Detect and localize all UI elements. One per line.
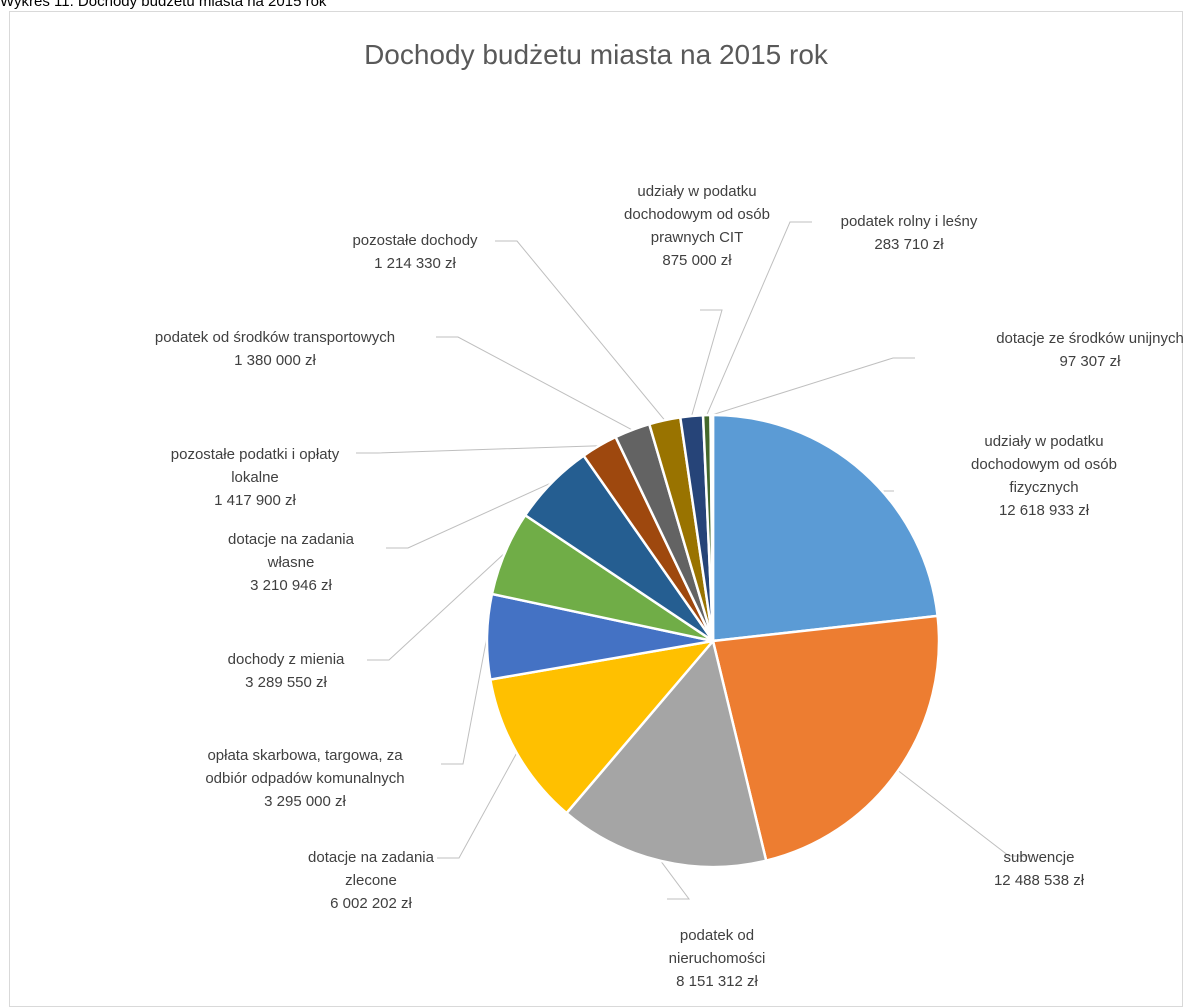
data-label-category-line: dotacje na zadania	[228, 531, 354, 548]
data-label-category-line: pozostałe dochody	[352, 232, 478, 249]
leader-line-pozostale-dochody	[495, 240, 666, 421]
data-label-category-line: subwencje	[1003, 849, 1075, 866]
data-label-category-line: dotacje ze środków unijnych	[996, 330, 1184, 347]
leader-line-oplata-skarbowa-targowa-za-odbior-odpadow-komunalnych	[441, 636, 488, 765]
data-label-udzialy-w-podatku-dochodowym-od-osob-fizycznych: udziały w podatku dochodowym od osób fizyc…	[971, 430, 1117, 522]
data-label-dochody-z-mienia: dochody z mienia 3 289 550 zł	[228, 648, 345, 694]
leader-line-subwencje	[897, 770, 1031, 857]
data-label-pozostale-dochody: pozostałe dochody 1 214 330 zł	[352, 229, 477, 275]
data-label-category-line: udziały w podatku	[637, 183, 757, 200]
pie-slice-udzialy-w-podatku-dochodowym-od-osob-fizycznych	[711, 413, 939, 643]
leader-line-dotacje-na-zadania-zlecone	[437, 752, 518, 859]
data-label-category-line: dochodowym od osób	[971, 456, 1117, 473]
data-label-value: 12 618 933 zł	[998, 502, 1090, 519]
leader-line-podatek-rolny-i-lesny	[706, 221, 812, 416]
data-label-category-line: podatek od	[679, 927, 755, 944]
leader-line-dotacje-ze-srodkow-unijnych	[711, 357, 915, 416]
data-label-value: 6 002 202 zł	[330, 895, 412, 912]
data-label-category-line: prawnych CIT	[650, 229, 744, 246]
pie-slice-subwencje	[711, 614, 941, 863]
data-label-pozostale-podatki-i-oplaty-lokalne: pozostałe podatki i opłaty lokalne 1 417 9…	[171, 443, 339, 512]
data-label-value: 283 710 zł	[874, 236, 944, 253]
data-label-dotacje-ze-srodkow-unijnych: dotacje ze środków unijnych 97 307 zł	[996, 327, 1184, 373]
data-label-category-line: fizycznych	[1009, 479, 1079, 496]
data-label-category-line: odbiór odpadów komunalnych	[205, 770, 405, 787]
leader-line-pozostale-podatki-i-oplaty-lokalne	[356, 445, 600, 454]
data-label-category-line: zlecone	[345, 872, 397, 889]
leader-line-podatek-od-srodkow-transportowych	[436, 336, 633, 431]
data-label-category-line: podatek rolny i leśny	[840, 213, 978, 230]
data-label-value: 1 380 000 zł	[234, 352, 316, 369]
leader-line-dotacje-na-zadania-wlasne	[386, 482, 552, 549]
data-label-category-line: dochody z mienia	[227, 651, 345, 668]
data-label-category-line: lokalne	[231, 469, 279, 486]
data-label-dotacje-na-zadania-wlasne: dotacje na zadania własne 3 210 946 zł	[228, 528, 354, 597]
data-label-subwencje: subwencje 12 488 538 zł	[994, 846, 1084, 892]
data-label-value: 3 210 946 zł	[250, 577, 332, 594]
data-label-podatek-od-nieruchomosci: podatek od nieruchomości 8 151 312 zł	[669, 924, 766, 993]
data-label-category-line: nieruchomości	[668, 950, 766, 967]
data-label-udzialy-w-podatku-dochodowym-od-osob-prawnych-cit: udziały w podatku dochodowym od osób prawn…	[624, 180, 770, 272]
data-label-dotacje-na-zadania-zlecone: dotacje na zadania zlecone 6 002 202 zł	[308, 846, 434, 915]
data-label-category-line: opłata skarbowa, targowa, za	[207, 747, 403, 764]
figure-caption: Wykres 11. Dochody budżetu miasta na 201…	[0, 0, 327, 10]
data-label-category-line: dochodowym od osób	[624, 206, 770, 223]
data-label-podatek-rolny-i-lesny: podatek rolny i leśny 283 710 zł	[841, 210, 978, 256]
chart-title: Dochody budżetu miasta na 2015 rok	[364, 39, 828, 70]
pie-slice-dotacje-na-zadania-zlecone	[488, 639, 717, 815]
data-label-value: 8 151 312 zł	[676, 973, 758, 990]
data-label-value: 12 488 538 zł	[993, 872, 1085, 889]
leader-line-dochody-z-mienia	[367, 552, 506, 661]
data-label-value: 875 000 zł	[662, 252, 732, 269]
pie-slice-dotacje-ze-srodkow-unijnych	[709, 413, 715, 642]
data-label-value: 97 307 zł	[1059, 353, 1121, 370]
data-label-value: 3 295 000 zł	[264, 793, 346, 810]
data-label-oplata-skarbowa-targowa-za-odbior-odpadow-komunalnych: opłata skarbowa, targowa, za odbiór odpad…	[205, 744, 404, 813]
data-label-value: 1 417 900 zł	[214, 492, 296, 509]
chart-area: Dochody budżetu miasta na 2015 rok udzia…	[9, 11, 1184, 1007]
data-label-category-line: dotacje na zadania	[308, 849, 434, 866]
data-label-category-line: udziały w podatku	[984, 433, 1104, 450]
data-label-podatek-od-srodkow-transportowych: podatek od środków transportowych 1 380 0…	[155, 326, 395, 372]
pie-chart	[356, 221, 1031, 900]
pie-slice-podatek-od-nieruchomosci	[564, 638, 768, 869]
data-label-category-line: podatek od środków transportowych	[154, 329, 396, 346]
data-label-value: 3 289 550 zł	[245, 674, 327, 691]
data-label-category-line: własne	[267, 554, 315, 571]
data-label-category-line: pozostałe podatki i opłaty	[170, 446, 340, 463]
data-label-value: 1 214 330 zł	[374, 255, 456, 272]
leader-line-udzialy-w-podatku-dochodowym-od-osob-prawnych-cit	[691, 309, 723, 417]
leader-line-podatek-od-nieruchomosci	[660, 860, 690, 900]
